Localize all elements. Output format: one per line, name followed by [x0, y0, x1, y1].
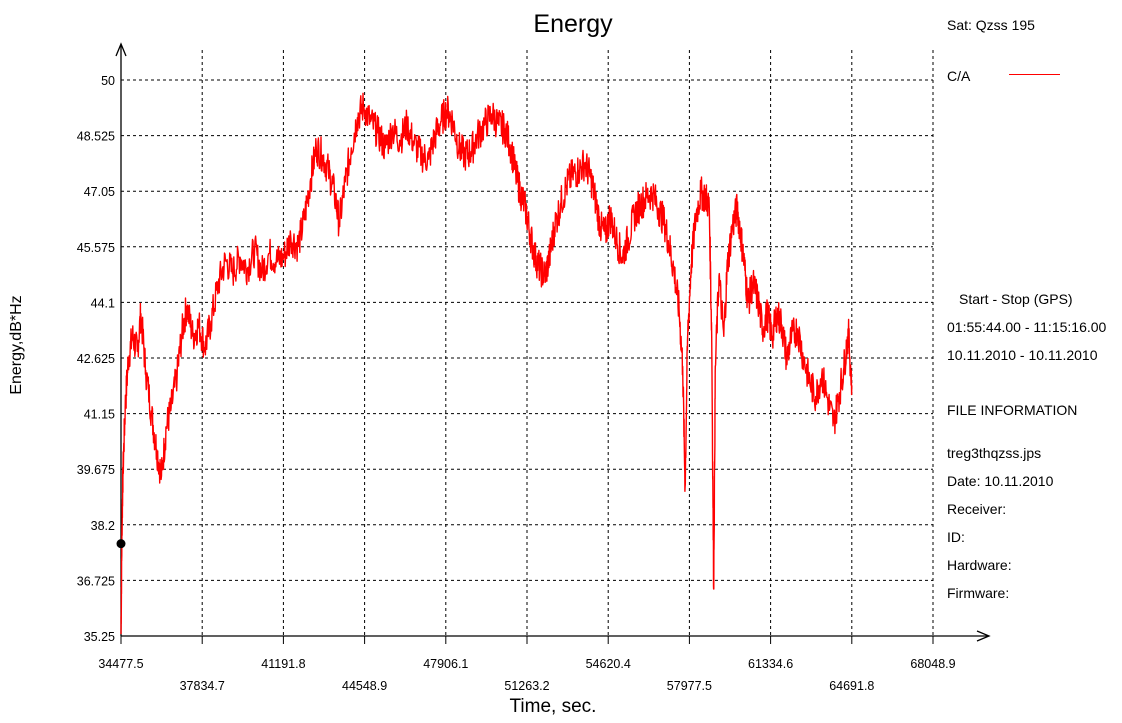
- receiver-label: Receiver:: [947, 501, 1007, 517]
- y-tick-label: 39.675: [77, 463, 115, 477]
- y-tick-label: 36.725: [77, 574, 115, 588]
- y-tick-label: 35.25: [84, 630, 115, 644]
- grid-lines: [121, 50, 934, 636]
- firmware-label: Firmware:: [947, 585, 1010, 601]
- x-tick-label: 57977.5: [667, 679, 712, 693]
- y-tick-label: 38.2: [91, 519, 115, 533]
- axes: [115, 42, 991, 644]
- file-date: Date: 10.11.2010: [947, 473, 1054, 489]
- x-tick-label: 68048.9: [910, 657, 955, 671]
- time-range: 01:55:44.00 - 11:15:16.00: [947, 319, 1107, 335]
- y-tick-label: 45.575: [77, 241, 115, 255]
- series-line-ca: [120, 92, 853, 635]
- file-name: treg3thqzss.jps: [947, 445, 1042, 461]
- hardware-label: Hardware:: [947, 557, 1012, 573]
- y-tick-label: 44.1: [91, 296, 115, 310]
- id-label: ID:: [947, 529, 965, 545]
- file-info-title: FILE INFORMATION: [947, 402, 1078, 418]
- date-range: 10.11.2010 - 10.11.2010: [947, 347, 1098, 363]
- start-stop-label: Start - Stop (GPS): [959, 291, 1073, 307]
- x-axis-arrow: [976, 630, 991, 642]
- legend-label: C/A: [947, 68, 971, 84]
- x-tick-label: 51263.2: [504, 679, 549, 693]
- x-axis-label: Time, sec.: [510, 696, 597, 717]
- x-tick-label: 64691.8: [829, 679, 874, 693]
- chart-title: Energy: [533, 10, 613, 38]
- y-axis-arrow: [115, 42, 127, 57]
- x-tick-label: 54620.4: [586, 657, 631, 671]
- y-tick-label: 42.625: [77, 352, 115, 366]
- y-axis-label: Energy,dB*Hz: [8, 295, 25, 394]
- y-tick-label: 50: [101, 74, 115, 88]
- legend-swatch: [1009, 74, 1060, 75]
- y-tick-label: 41.15: [84, 408, 115, 422]
- x-tick-label: 61334.6: [748, 657, 793, 671]
- y-tick-label: 48.525: [77, 130, 115, 144]
- tick-labels: 35.25 36.725 38.2 39.675 41.15 42.625 44.1 45.5…: [77, 74, 956, 693]
- y-tick-label: 47.05: [84, 185, 115, 199]
- x-tick-label: 44548.9: [342, 679, 387, 693]
- series-layer: [116, 92, 853, 635]
- x-tick-label: 37834.7: [180, 679, 225, 693]
- satellite-label: Sat: Qzss 195: [947, 17, 1035, 33]
- x-tick-label: 41191.8: [261, 657, 305, 671]
- cursor-marker: [116, 539, 126, 549]
- x-tick-label: 34477.5: [98, 657, 143, 671]
- x-tick-label: 47906.1: [423, 657, 468, 671]
